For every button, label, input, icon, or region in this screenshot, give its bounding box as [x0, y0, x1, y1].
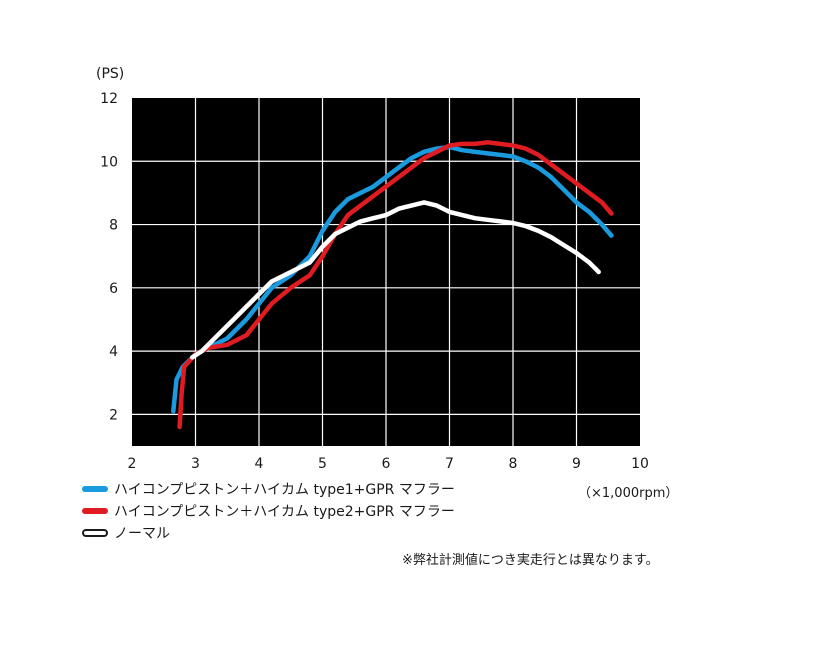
- legend-item-type2: ハイコンプピストン＋ハイカム type2+GPR マフラー: [82, 500, 455, 522]
- legend-item-normal: ノーマル: [82, 522, 170, 544]
- y-tick-label: 6: [109, 281, 118, 297]
- y-tick-label: 12: [100, 91, 118, 107]
- x-tick-label: 10: [631, 456, 649, 472]
- y-tick-label: 4: [109, 344, 118, 360]
- legend-swatch-white: [82, 529, 108, 537]
- y-tick-label: 2: [109, 407, 118, 423]
- series-line-2: [177, 140, 614, 430]
- legend-label-type1: ハイコンプピストン＋ハイカム type1+GPR マフラー: [114, 482, 455, 498]
- legend-label-type2: ハイコンプピストン＋ハイカム type2+GPR マフラー: [114, 504, 455, 520]
- x-tick-label: 5: [318, 456, 327, 472]
- legend-swatch-red: [82, 508, 108, 514]
- x-tick-label: 3: [191, 456, 200, 472]
- y-tick-label: 10: [100, 154, 118, 170]
- x-tick-label: 6: [382, 456, 391, 472]
- y-unit-label: (PS): [96, 66, 124, 82]
- legend-item-type1: ハイコンプピストン＋ハイカム type1+GPR マフラー: [82, 478, 455, 500]
- x-unit-label: （×1,000rpm）: [578, 486, 679, 501]
- series-line-3: [190, 200, 601, 360]
- legend-swatch-blue: [82, 486, 108, 492]
- measurement-note: ※弊社計測値につき実走行とは異なります。: [402, 553, 659, 568]
- grid: [132, 98, 640, 446]
- x-tick-label: 7: [445, 456, 454, 472]
- series-lines: [171, 140, 614, 430]
- y-tick-label: 8: [109, 218, 118, 234]
- x-tick-label: 2: [128, 456, 137, 472]
- x-tick-label: 9: [572, 456, 581, 472]
- series-line-1: [171, 144, 614, 414]
- legend-label-normal: ノーマル: [114, 526, 170, 542]
- x-tick-label: 4: [255, 456, 264, 472]
- tick-labels: 2 3 4 5 6 7 8 9 10 2 4 6 8 10 12: [100, 91, 649, 472]
- x-tick-label: 8: [509, 456, 518, 472]
